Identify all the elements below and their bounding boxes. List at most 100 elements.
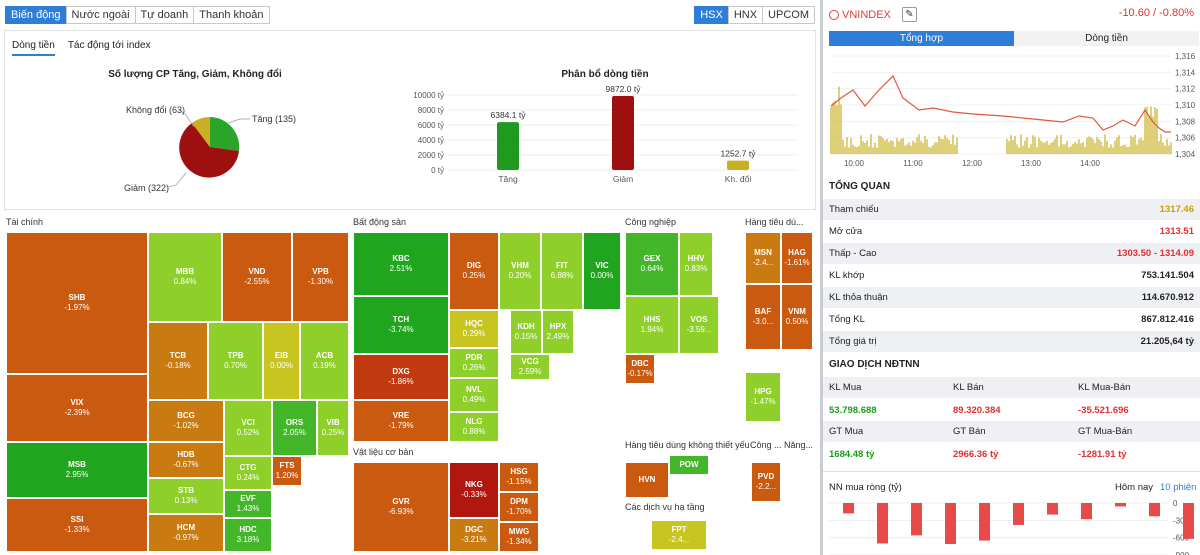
tile-eib[interactable]: EIB 0.00%: [263, 322, 300, 400]
tile-acb[interactable]: ACB 0.19%: [300, 322, 349, 400]
tile-tcb[interactable]: TCB -0.18%: [148, 322, 208, 400]
bar-chart: 10000 tỷ 8000 tỷ 6000 tỷ 4000 tỷ 2000 tỷ 0 tỷ…: [400, 82, 805, 192]
netbuy-bar: [911, 503, 922, 535]
tile-vnm[interactable]: VNM 0.50%: [781, 284, 813, 350]
tile-dbc[interactable]: DBC -0.17%: [625, 354, 655, 384]
tile-vix[interactable]: VIX -2.39%: [6, 374, 148, 442]
tile-mbb[interactable]: MBB 0.84%: [148, 232, 222, 322]
tab-bien-dong[interactable]: Biến động: [5, 6, 67, 24]
sector-label: Hàng tiêu dù...: [745, 217, 804, 227]
subtab-dong-tien[interactable]: Dòng tiền: [12, 40, 55, 56]
tile-pvd[interactable]: PVD -2.2...: [751, 462, 781, 502]
tile-hdb[interactable]: HDB -0.67%: [148, 442, 224, 478]
panel-divider[interactable]: [820, 0, 823, 555]
tile-hcm[interactable]: HCM -0.97%: [148, 514, 224, 552]
tile-nlg[interactable]: NLG 0.88%: [449, 412, 499, 442]
tile-dpm[interactable]: DPM -1.70%: [499, 492, 539, 522]
index-ytick: 1,314: [1175, 68, 1196, 77]
bar-category-label: Giảm: [613, 174, 633, 184]
netbuy-ytick: 0: [1173, 499, 1178, 508]
tile-vib[interactable]: VIB 0.25%: [317, 400, 349, 456]
tile-vci[interactable]: VCI 0.52%: [224, 400, 272, 456]
tile-gvr[interactable]: GVR -6.93%: [353, 462, 449, 552]
tile-dig[interactable]: DIG 0.25%: [449, 232, 499, 310]
tab-upcom[interactable]: UPCOM: [762, 6, 815, 24]
tile-msb[interactable]: MSB 2.95%: [6, 442, 148, 498]
tile-fts[interactable]: FTS 1.20%: [272, 456, 302, 486]
netbuy-period[interactable]: 10 phiên: [1160, 482, 1196, 493]
index-ytick: 1,306: [1175, 134, 1196, 143]
tab-thanh-khoan[interactable]: Thanh khoản: [193, 6, 269, 24]
overview-row: Tham chiếu 1317.46: [823, 199, 1200, 220]
tile-gex[interactable]: GEX 0.64%: [625, 232, 679, 296]
tile-dxg[interactable]: DXG -1.86%: [353, 354, 449, 400]
tile-vic[interactable]: VIC 0.00%: [583, 232, 621, 310]
tile-hvn[interactable]: HVN: [625, 462, 669, 498]
index-ytick: 1,312: [1175, 85, 1196, 94]
subtab-tac-dong[interactable]: Tác động tới index: [68, 40, 151, 56]
tile-pow[interactable]: POW: [669, 455, 709, 475]
tile-dgc[interactable]: DGC -3.21%: [449, 518, 499, 552]
index-header: VNINDEX ✎: [829, 7, 917, 22]
tile-vos[interactable]: VOS -3.59...: [679, 296, 719, 354]
tile-stb[interactable]: STB 0.13%: [148, 478, 224, 514]
sector-label: Vật liệu cơ bản: [353, 447, 413, 457]
edit-icon[interactable]: ✎: [902, 7, 917, 22]
tile-vhm[interactable]: VHM 0.20%: [499, 232, 541, 310]
netbuy-bar: [1081, 503, 1092, 519]
tab-tu-doanh[interactable]: Tự doanh: [135, 6, 195, 24]
tile-hag[interactable]: HAG -1.61%: [781, 232, 813, 284]
foreign-cell: GT Mua: [829, 426, 863, 437]
tile-tpb[interactable]: TPB 0.70%: [208, 322, 263, 400]
bar-ytick-label: 2000 tỷ: [418, 151, 444, 160]
main-tabs: Biến động Nước ngoài Tự doanh Thanh khoả…: [5, 6, 269, 24]
tile-kbc[interactable]: KBC 2.51%: [353, 232, 449, 296]
tile-hdc[interactable]: HDC 3.18%: [224, 518, 272, 552]
exchange-tabs: HSX HNX UPCOM: [694, 6, 814, 24]
tile-vpb[interactable]: VPB -1.30%: [292, 232, 349, 322]
tile-vre[interactable]: VRE -1.79%: [353, 400, 449, 442]
tile-pdr[interactable]: PDR 0.26%: [449, 348, 499, 378]
tab-hnx[interactable]: HNX: [728, 6, 763, 24]
foreign-cell: KL Bán: [953, 382, 984, 393]
tile-hsg[interactable]: HSG -1.15%: [499, 462, 539, 492]
tile-hhs[interactable]: HHS 1.94%: [625, 296, 679, 354]
pie-slice-up: [210, 117, 239, 151]
tile-kdh[interactable]: KDH 0.15%: [510, 310, 542, 354]
tile-vcg[interactable]: VCG 2.59%: [510, 354, 550, 380]
tile-evf[interactable]: EVF 1.43%: [224, 490, 272, 518]
foreign-cell: -35.521.696: [1078, 405, 1129, 416]
sector-label: Hàng tiêu dùng không thiết yếu: [625, 440, 750, 450]
tab-hsx[interactable]: HSX: [694, 6, 729, 24]
tile-hpx[interactable]: HPX 2.49%: [542, 310, 574, 354]
tile-tch[interactable]: TCH -3.74%: [353, 296, 449, 354]
overview-row: KL thỏa thuận 114.670.912: [823, 287, 1200, 308]
tile-baf[interactable]: BAF -3.0...: [745, 284, 781, 350]
tile-ssi[interactable]: SSI -1.33%: [6, 498, 148, 552]
tile-fit[interactable]: FIT 6.88%: [541, 232, 583, 310]
tab-dong-tien-index[interactable]: Dòng tiền: [1014, 31, 1199, 46]
tile-fpt[interactable]: FPT -2.4...: [651, 520, 707, 550]
tile-vnd[interactable]: VND -2.55%: [222, 232, 292, 322]
sector-label: Tài chính: [6, 217, 43, 227]
overview-row: Mở cửa 1313.51: [823, 221, 1200, 242]
tile-nvl[interactable]: NVL 0.49%: [449, 378, 499, 412]
tile-hpg[interactable]: HPG -1.47%: [745, 372, 781, 422]
bar-value-label: 1252.7 tỷ: [721, 149, 757, 159]
netbuy-bar: [945, 503, 956, 544]
tile-mwg[interactable]: MWG -1.34%: [499, 522, 539, 552]
tile-shb[interactable]: SHB -1.97%: [6, 232, 148, 374]
tile-ctg[interactable]: CTG 0.24%: [224, 456, 272, 490]
netbuy-bar: [1183, 503, 1194, 539]
tile-nkg[interactable]: NKG -0.33%: [449, 462, 499, 518]
tile-hhv[interactable]: HHV 0.83%: [679, 232, 713, 296]
index-ytick: 1,308: [1175, 117, 1196, 126]
tab-tong-hop[interactable]: Tổng hợp: [829, 31, 1014, 46]
tile-hqc[interactable]: HQC 0.29%: [449, 310, 499, 348]
tile-msn[interactable]: MSN -2.4...: [745, 232, 781, 284]
tile-ors[interactable]: ORS 2.05%: [272, 400, 317, 456]
netbuy-today[interactable]: Hôm nay: [1115, 482, 1153, 493]
bar-Giảm: [612, 96, 634, 170]
tile-bcg[interactable]: BCG -1.02%: [148, 400, 224, 442]
tab-nuoc-ngoai[interactable]: Nước ngoài: [66, 6, 136, 24]
